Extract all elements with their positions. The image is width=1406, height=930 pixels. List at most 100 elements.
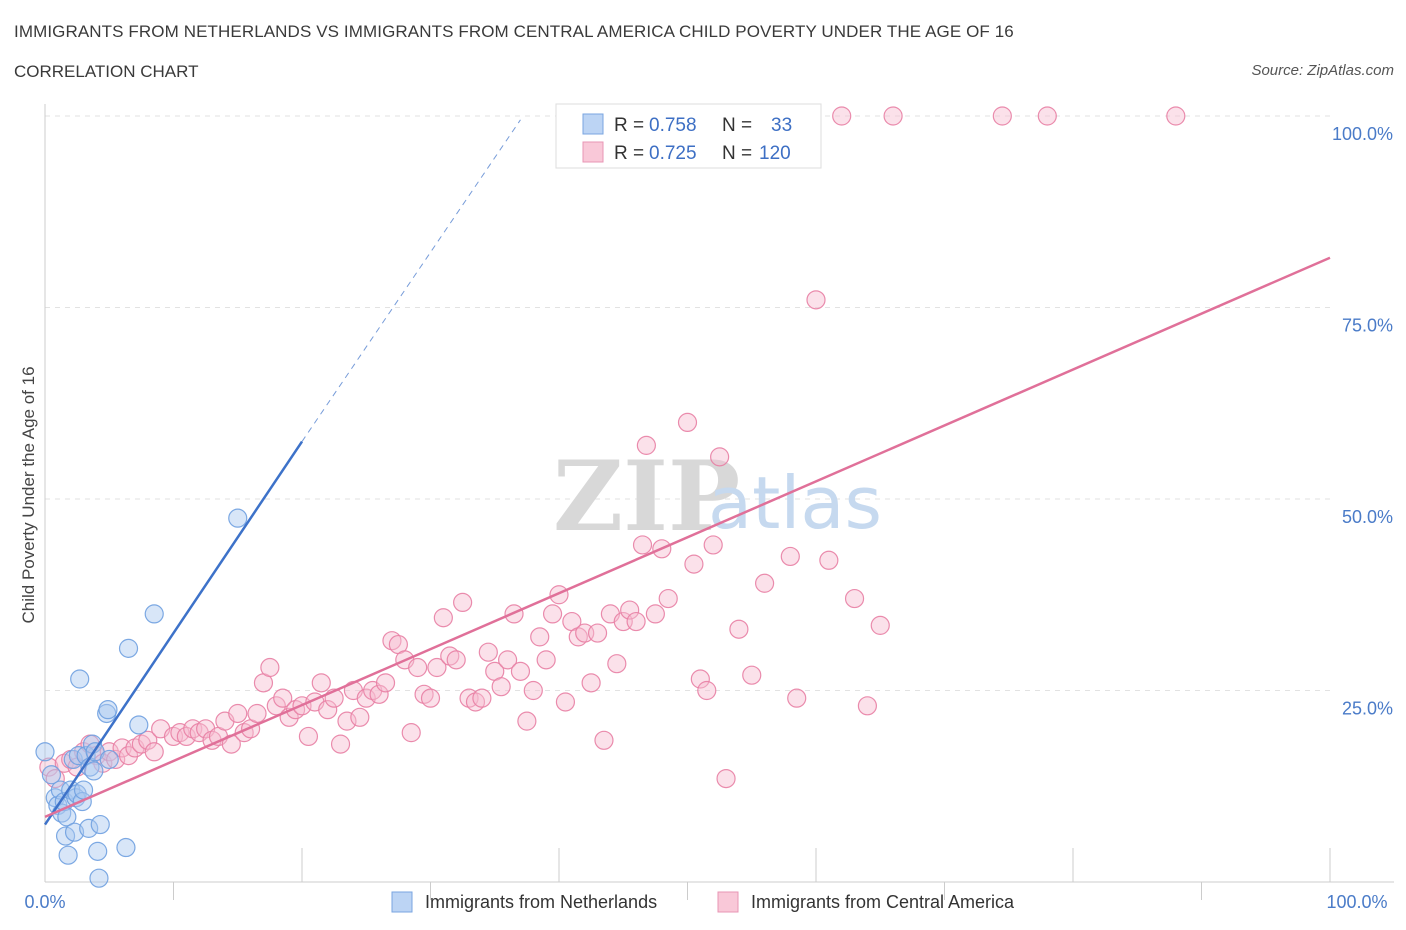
central-america-point-55 <box>401 723 421 743</box>
netherlands-point-9 <box>58 845 78 865</box>
central-america-point-47 <box>350 707 370 727</box>
y-tick-label-1: 50.0% <box>1342 507 1393 527</box>
central-america-point-102 <box>716 768 736 789</box>
central-america-point-66 <box>472 688 492 708</box>
central-america-point-112 <box>844 588 865 609</box>
netherlands-point-32 <box>118 638 139 658</box>
legend-netherlands-r: 0.758 <box>649 115 697 136</box>
central-america-point-28 <box>228 703 248 724</box>
trend-lines <box>43 119 1331 826</box>
central-america-point-74 <box>523 680 543 701</box>
central-america-point-35 <box>273 688 293 708</box>
central-america-point-62 <box>446 650 466 670</box>
y-tick-labels: 25.0% 50.0% 75.0% 100.0% <box>1332 124 1393 719</box>
central-america-point-77 <box>542 604 563 624</box>
netherlands-point-31 <box>116 837 136 858</box>
netherlands-point-16 <box>70 669 90 689</box>
central-america-point-72 <box>510 661 531 681</box>
netherlands-point-34 <box>144 604 164 624</box>
central-america-point-83 <box>581 673 601 693</box>
legend-central-america-r-label: R = <box>614 143 644 164</box>
y-tick-label-3: 100.0% <box>1332 124 1393 144</box>
central-america-point-70 <box>498 650 518 670</box>
central-america-point-91 <box>632 535 653 555</box>
central-america-point-12 <box>118 746 139 766</box>
central-america-point-79 <box>555 692 576 712</box>
netherlands-point-29 <box>98 700 118 720</box>
central-america-point-89 <box>620 600 640 620</box>
central-america-point-44 <box>330 734 351 754</box>
central-america-point-105 <box>754 573 775 593</box>
central-america-point-84 <box>587 623 608 643</box>
central-america-point-92 <box>636 435 656 455</box>
central-america-point-51 <box>375 673 396 693</box>
y-axis-label: Child Poverty Under the Age of 16 <box>19 366 38 623</box>
x-tick-label-max: 100.0% <box>1326 892 1387 912</box>
watermark-atlas: atlas <box>708 461 882 545</box>
central-america-point-115 <box>883 106 903 126</box>
central-america-point-116 <box>992 106 1012 126</box>
bottom-legend-central-america-swatch <box>717 891 739 913</box>
netherlands-point-11 <box>63 749 83 770</box>
central-america-point-63 <box>453 592 473 613</box>
netherlands-point-0 <box>35 742 55 762</box>
y-tick-label-0: 25.0% <box>1342 699 1393 719</box>
legend-netherlands-n-label: N = <box>722 115 752 136</box>
central-america-point-110 <box>819 550 839 570</box>
central-america-point-114 <box>870 615 890 635</box>
central-america-point-59 <box>427 657 447 678</box>
central-america-point-97 <box>684 554 704 574</box>
central-america-point-73 <box>517 711 537 731</box>
central-america-point-99 <box>697 680 717 701</box>
central-america-point-85 <box>594 730 614 750</box>
legend-central-america-n: 120 <box>759 143 791 164</box>
netherlands-point-1 <box>41 765 62 785</box>
netherlands-point-27 <box>84 761 104 781</box>
central-america-point-34 <box>266 696 286 716</box>
central-america-point-42 <box>318 700 338 720</box>
legend-netherlands-n: 33 <box>771 115 792 136</box>
watermark-zip: ZIP <box>553 440 740 553</box>
central-america-point-58 <box>420 688 441 708</box>
central-america-point-60 <box>433 608 453 628</box>
central-america-point-75 <box>530 627 550 647</box>
central-america-point-103 <box>729 619 749 639</box>
central-america-point-96 <box>677 412 698 432</box>
netherlands-point-24 <box>88 841 108 861</box>
netherlands-trend-line <box>43 440 304 826</box>
netherlands-point-12 <box>64 822 85 842</box>
bottom-legend-central-america-label: Immigrants from Central America <box>751 892 1015 912</box>
series-legend: Immigrants from Netherlands Immigrants f… <box>391 891 1015 913</box>
central-america-point-15 <box>138 730 158 750</box>
central-america-point-33 <box>260 657 280 678</box>
central-america-point-50 <box>369 684 389 704</box>
central-america-point-0 <box>39 757 59 777</box>
netherlands-trend-extension <box>301 119 521 442</box>
central-america-point-20 <box>176 726 196 747</box>
bottom-legend-netherlands-swatch <box>391 891 413 913</box>
series-netherlands-points <box>35 508 248 888</box>
netherlands-point-20 <box>79 818 99 838</box>
central-america-point-104 <box>742 665 762 685</box>
central-america-point-1 <box>45 768 65 789</box>
legend-netherlands-swatch <box>582 113 604 135</box>
central-america-point-101 <box>710 447 730 467</box>
netherlands-point-30 <box>99 749 119 770</box>
netherlands-point-35 <box>228 508 248 528</box>
netherlands-point-26 <box>90 814 110 835</box>
central-america-point-107 <box>780 546 800 567</box>
central-america-point-90 <box>626 611 646 632</box>
source-label: Source: ZipAtlas.com <box>1251 62 1394 79</box>
central-america-point-45 <box>337 711 357 731</box>
netherlands-point-33 <box>129 715 149 735</box>
central-america-point-95 <box>658 588 678 609</box>
central-america-point-98 <box>690 669 710 689</box>
central-america-point-100 <box>703 535 723 555</box>
central-america-point-93 <box>645 604 665 624</box>
central-america-point-67 <box>478 642 498 662</box>
central-america-point-113 <box>857 696 878 716</box>
central-america-trend-line <box>44 256 1331 819</box>
legend-central-america-swatch <box>582 141 604 163</box>
y-tick-label-2: 75.0% <box>1342 316 1393 336</box>
